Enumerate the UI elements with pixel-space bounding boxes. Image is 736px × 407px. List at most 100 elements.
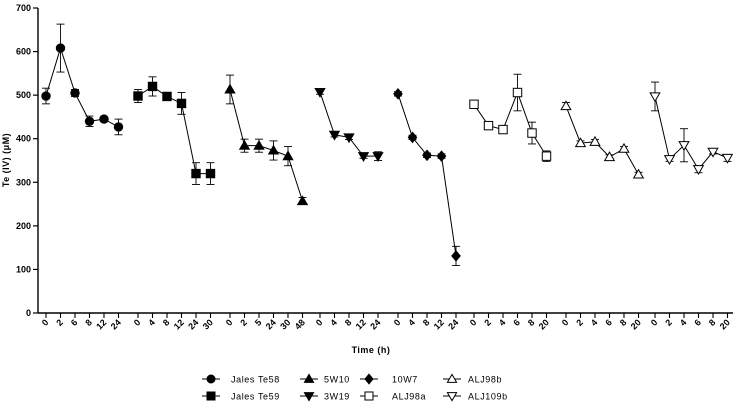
data-point [296, 195, 309, 206]
x-tick-label: 4 [497, 317, 508, 328]
data-point [191, 168, 201, 179]
x-tick-label: 4 [406, 317, 417, 328]
data-point [328, 130, 341, 141]
data-point [451, 250, 461, 262]
data-point [267, 144, 280, 155]
data-point [663, 155, 676, 166]
x-tick-label: 0 [649, 317, 660, 328]
y-tick-label: 200 [16, 221, 31, 231]
data-point [343, 133, 355, 144]
x-tick-label: 4 [146, 317, 157, 328]
data-point [162, 91, 172, 102]
x-tick-label: 4 [328, 317, 339, 328]
x-tick-label: 8 [83, 317, 94, 328]
x-tick-label: 6 [69, 317, 80, 328]
x-tick-label: 4 [678, 317, 689, 328]
series-alj109b [649, 81, 734, 176]
x-tick-label: 48 [293, 317, 307, 331]
series-alj98b [560, 100, 645, 179]
data-point [372, 152, 384, 162]
x-tick-label: 6 [692, 317, 703, 328]
x-tick-label: 12 [432, 317, 446, 331]
x-tick-label: 2 [482, 317, 493, 328]
series-alj98a [469, 73, 552, 162]
x-tick-label: 2 [54, 317, 65, 328]
legend-label: 3W19 [324, 392, 350, 402]
data-point [205, 168, 216, 179]
data-point [541, 151, 552, 161]
data-point [469, 99, 479, 109]
x-tick-label: 30 [278, 317, 292, 331]
data-point [253, 139, 265, 150]
legend-label: ALJ109b [468, 392, 508, 402]
legend-label: 5W10 [324, 375, 350, 385]
y-tick-label: 300 [16, 177, 31, 187]
series-line [319, 91, 378, 157]
data-point [603, 151, 616, 162]
data-point [527, 128, 537, 138]
data-point [618, 142, 630, 153]
data-point [649, 92, 661, 103]
series-5w10 [224, 74, 309, 206]
y-tick-label: 0 [26, 308, 31, 318]
data-point [70, 88, 80, 98]
series-10w7 [393, 88, 461, 266]
legend-label: Jales Te58 [231, 375, 280, 385]
series-3w19 [314, 88, 384, 162]
x-tick-label: 2 [574, 317, 585, 328]
x-tick-label: 24 [368, 317, 382, 331]
data-point [176, 98, 187, 109]
data-point [436, 150, 447, 162]
x-tick-label: 2 [238, 317, 249, 328]
x-tick-label: 12 [354, 317, 368, 331]
x-tick-label: 12 [94, 317, 108, 331]
x-tick-label: 24 [446, 317, 460, 331]
legend-marker [364, 373, 374, 385]
data-point [357, 152, 370, 162]
x-tick-label: 6 [511, 317, 522, 328]
plot-area [41, 23, 734, 266]
y-tick-label: 400 [16, 134, 31, 144]
x-tick-label: 0 [132, 317, 143, 328]
data-point [99, 114, 109, 124]
data-point [707, 147, 719, 158]
legend-marker [446, 373, 458, 383]
x-tick-label: 0 [392, 317, 403, 328]
legend-marker [303, 392, 315, 402]
data-point [238, 139, 251, 150]
data-point [224, 83, 236, 94]
series-line [565, 105, 639, 175]
y-tick-label: 700 [16, 3, 31, 13]
data-point [632, 168, 645, 179]
data-point [147, 81, 158, 92]
x-tick-label: 6 [603, 317, 614, 328]
x-tick-label: 8 [707, 317, 718, 328]
x-tick-label: 8 [161, 317, 172, 328]
data-point [113, 122, 124, 132]
data-point [55, 43, 66, 53]
x-tick-label: 4 [589, 317, 600, 328]
x-tick-label: 8 [343, 317, 354, 328]
series-line [45, 46, 119, 128]
legend-label: ALJ98a [392, 392, 426, 402]
x-tick-label: 0 [40, 317, 51, 328]
legend-marker [303, 373, 315, 383]
x-tick-label: 0 [468, 317, 479, 328]
y-axis-title: Te (IV) (μM) [1, 133, 11, 187]
data-point [498, 124, 508, 135]
x-tick-label: 20 [629, 317, 643, 331]
x-tick-label: 24 [186, 317, 200, 331]
data-point [483, 120, 494, 131]
series-jales-te58 [41, 23, 124, 136]
data-point [692, 165, 705, 176]
data-point [133, 91, 143, 101]
series-line [397, 93, 457, 256]
x-tick-label: 20 [718, 317, 732, 331]
data-point [282, 150, 294, 161]
y-tick-label: 500 [16, 90, 31, 100]
data-point [407, 131, 418, 144]
legend-marker [364, 391, 374, 401]
x-tick-label: 0 [224, 317, 235, 328]
